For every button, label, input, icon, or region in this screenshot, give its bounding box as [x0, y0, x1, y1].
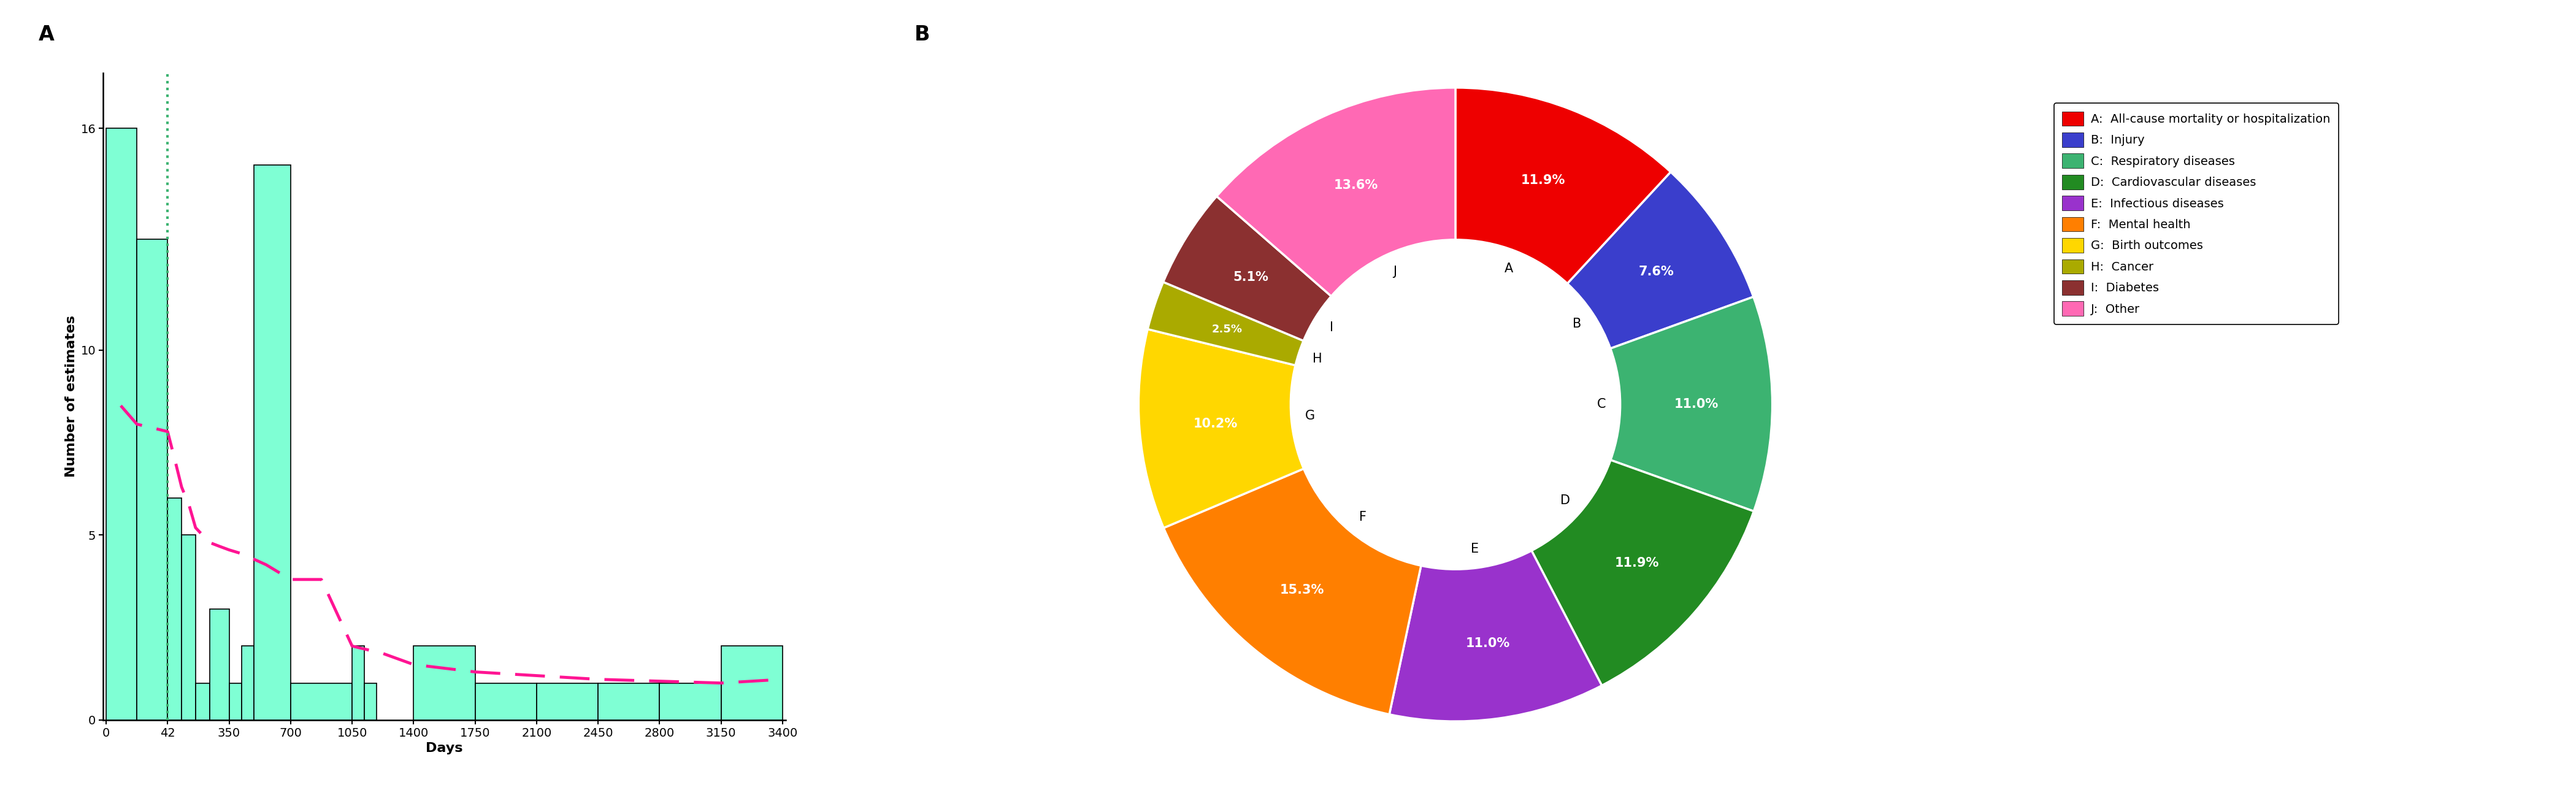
Bar [167, 498, 180, 720]
Wedge shape [1164, 468, 1422, 714]
Text: E: E [1471, 543, 1479, 555]
Text: D: D [1561, 494, 1571, 506]
Bar [474, 683, 536, 720]
Text: B: B [914, 24, 930, 44]
Bar [196, 683, 209, 720]
Text: A: A [39, 24, 54, 44]
Text: I: I [1329, 321, 1334, 333]
Bar [721, 646, 783, 720]
Text: 11.0%: 11.0% [1466, 637, 1510, 650]
Bar [363, 683, 376, 720]
Bar [536, 683, 598, 720]
Bar [106, 129, 137, 720]
Text: 2.5%: 2.5% [1211, 324, 1242, 335]
Text: G: G [1306, 410, 1316, 422]
Bar [242, 646, 252, 720]
Text: 11.0%: 11.0% [1674, 398, 1718, 410]
Bar [415, 646, 474, 720]
Bar [291, 683, 353, 720]
Text: J: J [1394, 265, 1396, 278]
Wedge shape [1566, 172, 1754, 349]
Text: 13.6%: 13.6% [1334, 179, 1378, 192]
Bar [659, 683, 721, 720]
Wedge shape [1455, 87, 1672, 284]
Legend: A:  All-cause mortality or hospitalization, B:  Injury, C:  Respiratory diseases: A: All-cause mortality or hospitalizatio… [2053, 103, 2339, 324]
Bar [252, 165, 291, 720]
Wedge shape [1139, 329, 1303, 528]
Wedge shape [1610, 297, 1772, 511]
Text: 11.9%: 11.9% [1520, 174, 1566, 186]
Bar [353, 646, 363, 720]
Wedge shape [1164, 197, 1332, 341]
Text: F: F [1360, 510, 1365, 523]
Wedge shape [1388, 551, 1602, 722]
Text: 11.9%: 11.9% [1615, 557, 1659, 569]
Bar [598, 683, 659, 720]
Y-axis label: Number of estimates: Number of estimates [64, 316, 77, 477]
Wedge shape [1149, 282, 1303, 366]
X-axis label: Days: Days [425, 743, 464, 755]
Text: C: C [1597, 398, 1605, 410]
Bar [137, 239, 167, 720]
Text: 10.2%: 10.2% [1193, 417, 1236, 430]
Wedge shape [1216, 87, 1455, 296]
Bar [209, 609, 229, 720]
Wedge shape [1533, 460, 1754, 685]
Text: A: A [1504, 263, 1512, 275]
Bar [229, 683, 242, 720]
Text: H: H [1311, 353, 1321, 365]
Text: 7.6%: 7.6% [1638, 265, 1674, 277]
Text: B: B [1571, 318, 1582, 330]
Text: 5.1%: 5.1% [1234, 271, 1270, 283]
Bar [180, 535, 196, 720]
Text: 15.3%: 15.3% [1280, 584, 1324, 596]
